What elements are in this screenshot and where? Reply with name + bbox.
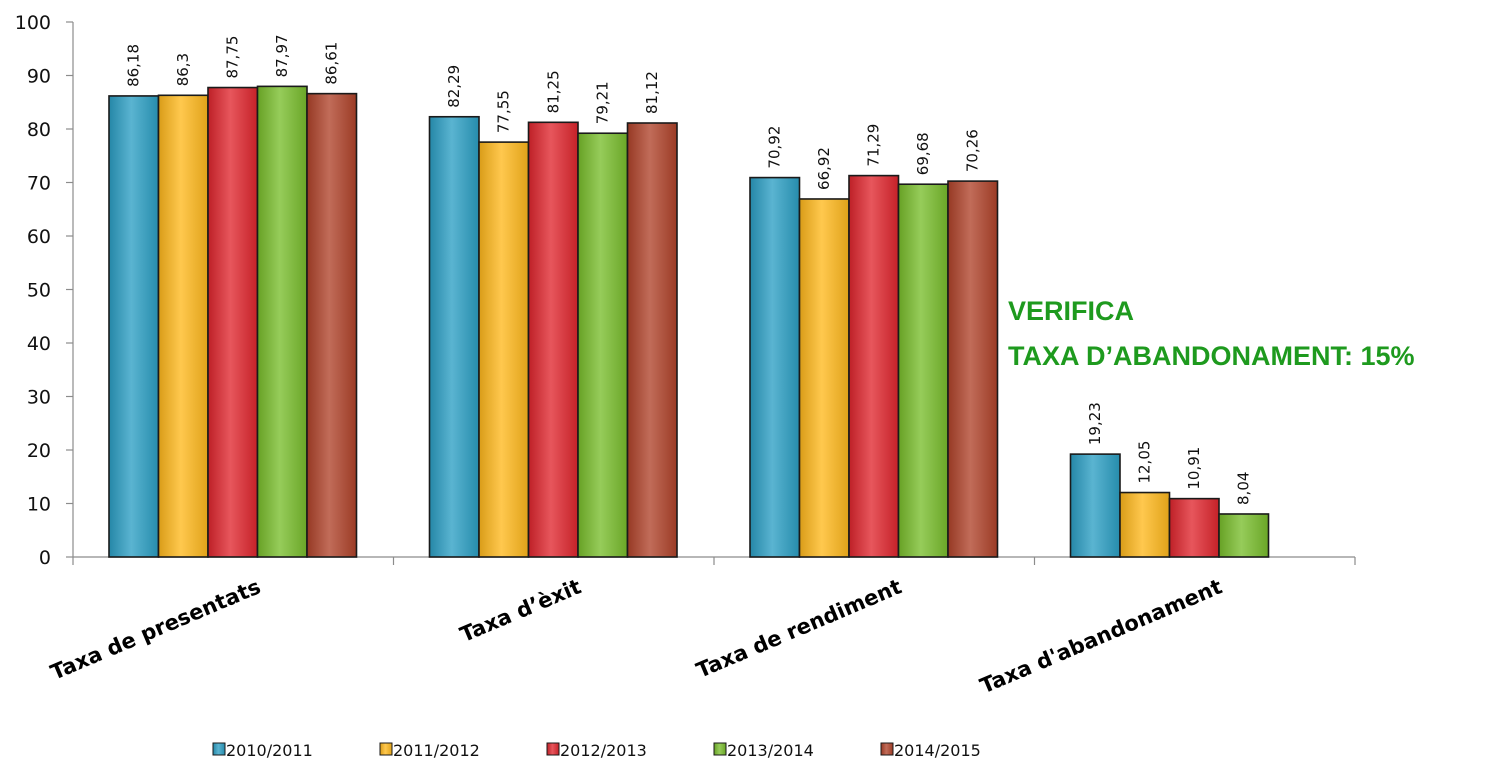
- annotation-verifica: VERIFICA: [1008, 296, 1134, 326]
- data-label: 12,05: [1136, 441, 1154, 484]
- bar-taxa-d-exit-2014-2015: [626, 122, 678, 558]
- legend-swatch-2010-2011: [212, 742, 226, 756]
- category-label-taxa-de-rendiment: Taxa de rendiment: [693, 575, 905, 683]
- y-axis: 0 10 20 30 40 50 60 70 80 90 100: [15, 12, 74, 569]
- legend-swatch-2013-2014: [713, 742, 727, 756]
- data-label: 79,21: [594, 81, 612, 124]
- data-label: 86,3: [174, 53, 192, 86]
- bar-taxa-d-exit-2011-2012: [478, 141, 530, 558]
- category-label-taxa-d-exit: Taxa d’èxit: [457, 575, 585, 647]
- y-tick-label: 60: [27, 226, 51, 248]
- bar-taxa-de-rendiment-2014-2015: [947, 180, 999, 558]
- bar-taxa-de-presentats-2013-2014: [256, 85, 308, 558]
- legend-label-2011-2012: 2011/2012: [393, 741, 480, 760]
- category-labels: Taxa de presentats Taxa d’èxit Taxa de ren…: [47, 575, 1225, 699]
- bar-taxa-de-presentats-2011-2012: [157, 94, 209, 558]
- bar-taxa-d-abandonament-2010-2011: [1069, 453, 1121, 558]
- bars: [108, 85, 1270, 558]
- y-tick-label: 30: [27, 387, 51, 409]
- bar-taxa-de-rendiment-2010-2011: [749, 176, 801, 558]
- y-tick-label: 70: [27, 173, 51, 195]
- data-label: 87,75: [224, 36, 242, 79]
- category-label-taxa-d-abandonament: Taxa d'abandonament: [977, 575, 1226, 699]
- annotation-dropout-target: TAXA D’ABANDONAMENT: 15%: [1008, 341, 1415, 371]
- legend-swatch-2014-2015: [880, 742, 894, 756]
- data-label: 86,18: [125, 44, 143, 87]
- data-label: 71,29: [865, 124, 883, 167]
- data-label: 8,04: [1235, 472, 1253, 505]
- data-label: 81,12: [643, 71, 661, 114]
- legend-label-2010-2011: 2010/2011: [226, 741, 313, 760]
- y-tick-label: 80: [27, 119, 51, 141]
- category-label-taxa-de-presentats: Taxa de presentats: [47, 575, 264, 685]
- bar-taxa-de-presentats-2014-2015: [306, 92, 358, 558]
- data-label: 87,97: [273, 34, 291, 77]
- data-labels: 86,18 86,3 87,75 87,97 86,61 82,29 77,55 81,25 7…: [125, 34, 1253, 505]
- legend-label-2012-2013: 2012/2013: [560, 741, 647, 760]
- y-tick-label: 100: [15, 12, 51, 34]
- data-label: 82,29: [445, 65, 463, 108]
- bar-taxa-d-exit-2010-2011: [428, 115, 480, 558]
- bar-taxa-de-presentats-2010-2011: [108, 95, 160, 558]
- legend-swatch-2011-2012: [379, 742, 393, 756]
- y-tick-label: 0: [39, 547, 51, 569]
- data-label: 77,55: [495, 90, 513, 133]
- bar-taxa-d-exit-2013-2014: [577, 132, 629, 558]
- data-label: 70,92: [766, 126, 784, 169]
- data-label: 86,61: [323, 42, 341, 85]
- y-tick-label: 90: [27, 66, 51, 88]
- legend-swatch-2012-2013: [546, 742, 560, 756]
- y-tick-label: 20: [27, 440, 51, 462]
- y-tick-label: 10: [27, 494, 51, 516]
- bar-taxa-d-exit-2012-2013: [527, 121, 579, 558]
- y-tick-label: 50: [27, 280, 51, 302]
- data-label: 66,92: [815, 147, 833, 190]
- legend-label-2013-2014: 2013/2014: [727, 741, 814, 760]
- legend: 2010/2011 2011/2012 2012/2013 2013/2014 2014…: [212, 741, 981, 760]
- bar-taxa-de-presentats-2012-2013: [207, 86, 259, 558]
- data-label: 81,25: [544, 70, 562, 113]
- bar-taxa-d-abandonament-2012-2013: [1168, 497, 1220, 558]
- legend-label-2014-2015: 2014/2015: [894, 741, 981, 760]
- data-label: 19,23: [1086, 402, 1104, 445]
- bar-taxa-d-abandonament-2011-2012: [1119, 491, 1171, 558]
- bar-taxa-de-rendiment-2013-2014: [897, 183, 949, 558]
- data-label: 10,91: [1185, 447, 1203, 490]
- bar-taxa-de-rendiment-2011-2012: [798, 198, 850, 558]
- data-label: 70,26: [964, 129, 982, 172]
- bar-taxa-de-rendiment-2012-2013: [848, 174, 900, 558]
- x-axis: [72, 556, 1356, 565]
- data-label: 69,68: [914, 132, 932, 175]
- bar-taxa-d-abandonament-2013-2014: [1218, 513, 1270, 558]
- y-tick-label: 40: [27, 333, 51, 355]
